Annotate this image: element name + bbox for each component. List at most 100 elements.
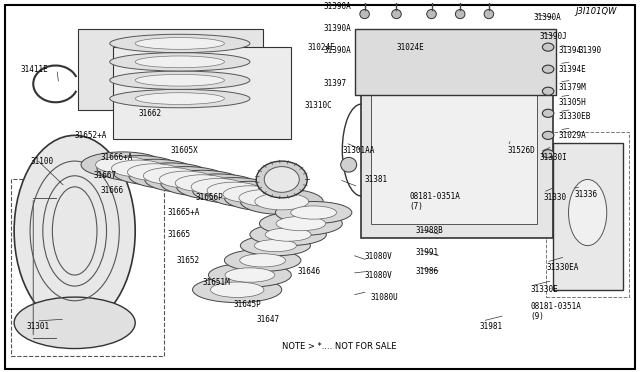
Text: 31100: 31100 xyxy=(30,157,53,166)
Ellipse shape xyxy=(240,254,285,267)
Text: 31336: 31336 xyxy=(575,190,598,199)
Text: 31330I: 31330I xyxy=(540,153,568,162)
Text: 31029A: 31029A xyxy=(559,131,587,140)
Ellipse shape xyxy=(241,189,323,214)
Ellipse shape xyxy=(542,65,554,73)
Ellipse shape xyxy=(127,164,181,180)
Ellipse shape xyxy=(111,160,165,177)
Ellipse shape xyxy=(209,181,291,207)
Ellipse shape xyxy=(265,228,311,241)
Ellipse shape xyxy=(113,159,196,185)
Ellipse shape xyxy=(456,9,465,19)
Ellipse shape xyxy=(568,179,607,246)
Text: 31605X: 31605X xyxy=(170,145,198,154)
Text: 31645P: 31645P xyxy=(234,300,262,309)
Text: 31667: 31667 xyxy=(94,171,117,180)
Text: 31310C: 31310C xyxy=(304,102,332,110)
Ellipse shape xyxy=(264,167,300,192)
Ellipse shape xyxy=(193,177,275,203)
Ellipse shape xyxy=(542,150,554,158)
Ellipse shape xyxy=(225,249,301,271)
Text: 31390J: 31390J xyxy=(540,32,568,41)
Ellipse shape xyxy=(209,263,291,287)
Text: 31390A: 31390A xyxy=(323,24,351,33)
Text: 31411E: 31411E xyxy=(20,65,48,74)
Ellipse shape xyxy=(542,109,554,117)
Ellipse shape xyxy=(207,182,261,199)
Ellipse shape xyxy=(340,157,356,172)
Ellipse shape xyxy=(191,179,245,195)
Ellipse shape xyxy=(254,240,296,252)
Ellipse shape xyxy=(484,9,493,19)
Text: 31390A: 31390A xyxy=(323,2,351,11)
Text: 08181-0351A
(7): 08181-0351A (7) xyxy=(409,192,460,211)
Ellipse shape xyxy=(223,186,277,202)
Ellipse shape xyxy=(193,277,282,302)
Ellipse shape xyxy=(276,217,326,231)
Ellipse shape xyxy=(250,224,326,246)
Bar xyxy=(546,132,629,297)
Text: 31301: 31301 xyxy=(27,322,50,331)
Ellipse shape xyxy=(81,152,164,177)
Text: 31301AA: 31301AA xyxy=(342,145,374,154)
FancyBboxPatch shape xyxy=(371,77,537,224)
Ellipse shape xyxy=(135,93,225,105)
Text: 31305H: 31305H xyxy=(559,98,587,107)
FancyBboxPatch shape xyxy=(78,29,262,110)
Text: 31665: 31665 xyxy=(167,230,190,239)
Ellipse shape xyxy=(129,163,212,189)
Text: 31988B: 31988B xyxy=(415,227,444,235)
Ellipse shape xyxy=(392,9,401,19)
Ellipse shape xyxy=(95,156,149,173)
Ellipse shape xyxy=(135,38,225,49)
FancyBboxPatch shape xyxy=(113,47,291,139)
Ellipse shape xyxy=(259,212,342,235)
Ellipse shape xyxy=(109,71,250,89)
Text: J3I101QW: J3I101QW xyxy=(575,7,616,16)
Text: 31646: 31646 xyxy=(298,267,321,276)
Ellipse shape xyxy=(225,185,307,211)
Ellipse shape xyxy=(291,206,337,219)
Ellipse shape xyxy=(177,174,259,200)
Text: 31024E: 31024E xyxy=(307,43,335,52)
Text: 31024E: 31024E xyxy=(396,43,424,52)
Text: 31526D: 31526D xyxy=(508,145,536,154)
Ellipse shape xyxy=(145,167,228,192)
Ellipse shape xyxy=(135,74,225,86)
Text: 31991: 31991 xyxy=(415,248,438,257)
Ellipse shape xyxy=(14,135,135,327)
Text: 31665+A: 31665+A xyxy=(167,208,200,217)
Text: NOTE > *.... NOT FOR SALE: NOTE > *.... NOT FOR SALE xyxy=(282,342,396,351)
Text: 31986: 31986 xyxy=(415,267,438,276)
Text: 31330: 31330 xyxy=(543,193,566,202)
FancyBboxPatch shape xyxy=(552,143,623,290)
Ellipse shape xyxy=(143,167,197,184)
FancyBboxPatch shape xyxy=(362,47,552,238)
Text: 31330EA: 31330EA xyxy=(546,263,579,272)
Text: 31330EB: 31330EB xyxy=(559,112,591,122)
Ellipse shape xyxy=(97,155,180,181)
Ellipse shape xyxy=(542,87,554,95)
FancyBboxPatch shape xyxy=(355,29,556,95)
Text: 31651M: 31651M xyxy=(202,278,230,287)
Ellipse shape xyxy=(109,89,250,108)
Text: 31080V: 31080V xyxy=(365,252,392,261)
Text: 31390A: 31390A xyxy=(534,13,561,22)
Ellipse shape xyxy=(360,9,369,19)
Text: 31379M: 31379M xyxy=(559,83,587,92)
Ellipse shape xyxy=(542,131,554,140)
Text: 31652: 31652 xyxy=(177,256,200,265)
Text: 31647: 31647 xyxy=(256,315,280,324)
Bar xyxy=(11,179,164,356)
Text: 31080U: 31080U xyxy=(371,293,399,302)
Ellipse shape xyxy=(542,43,554,51)
Ellipse shape xyxy=(161,170,244,196)
Text: 31394: 31394 xyxy=(559,46,582,55)
Text: 31381: 31381 xyxy=(365,175,388,184)
Ellipse shape xyxy=(109,34,250,53)
Text: 31666+A: 31666+A xyxy=(100,153,132,162)
Ellipse shape xyxy=(225,268,275,282)
Ellipse shape xyxy=(241,235,310,256)
Text: 31662: 31662 xyxy=(138,109,161,118)
Ellipse shape xyxy=(135,56,225,68)
